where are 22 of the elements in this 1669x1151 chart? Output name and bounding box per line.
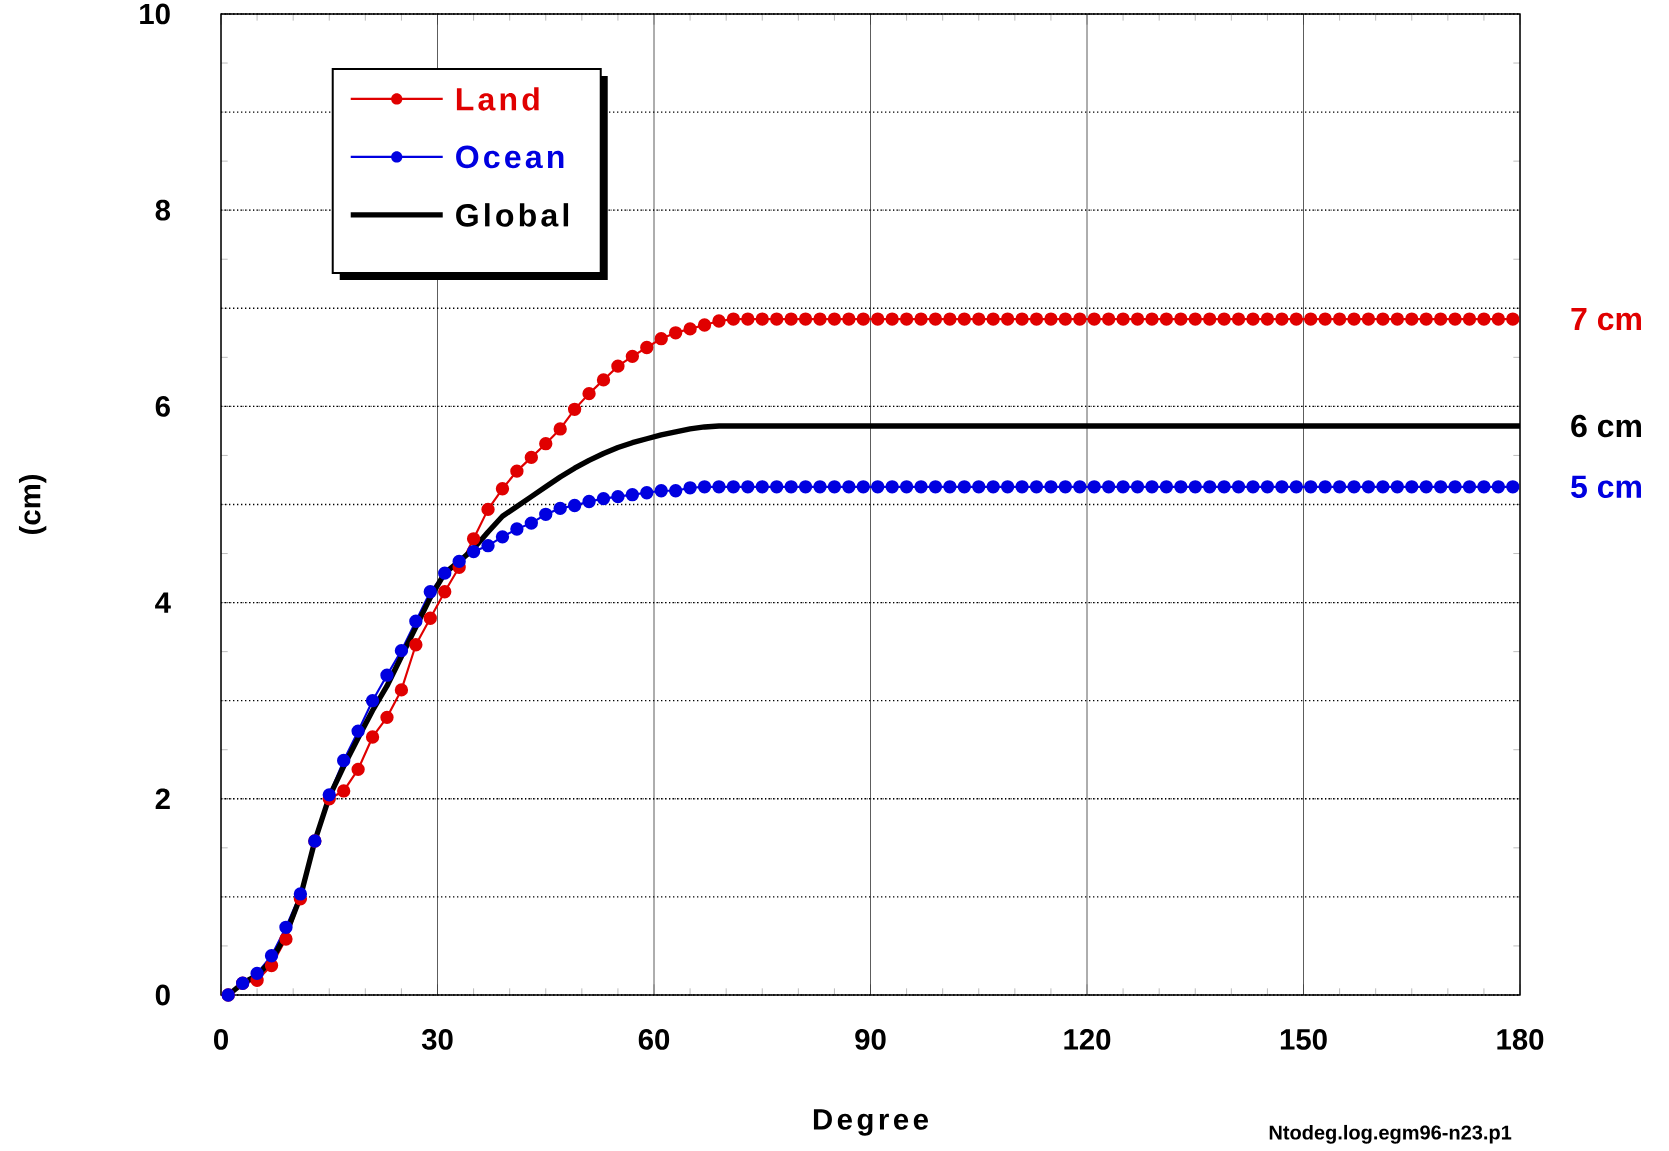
x-axis-title: Degree (813, 1109, 928, 1136)
text: 6 cm (1571, 414, 1641, 438)
legend-label: Land (456, 87, 539, 111)
x-tick-label: 90 (855, 1029, 886, 1050)
x-tick-label: 120 (1064, 1029, 1111, 1050)
legend-label: Ocean (456, 145, 564, 169)
y-tick-label: 4 (155, 592, 171, 613)
text: Ntodeg.log.egm96-n23.p1 (1269, 1124, 1512, 1144)
y-tick-label: 10 (140, 3, 170, 25)
y-tick-label: 0 (155, 984, 170, 1006)
x-tick-label: 60 (638, 1029, 670, 1050)
y-axis-title: (cm) (18, 474, 47, 534)
y-tick-label: 8 (155, 199, 171, 221)
legend-label: Global (456, 203, 569, 227)
y-tick-label: 6 (155, 395, 170, 417)
x-tick-label: 30 (421, 1029, 453, 1050)
text: 5 cm (1571, 475, 1641, 498)
x-tick-label: 150 (1280, 1029, 1327, 1050)
y-tick-label: 2 (155, 788, 170, 810)
text: 7 cm (1571, 307, 1641, 331)
x-tick-label: 0 (214, 1029, 228, 1050)
x-tick-label: 180 (1497, 1029, 1544, 1050)
